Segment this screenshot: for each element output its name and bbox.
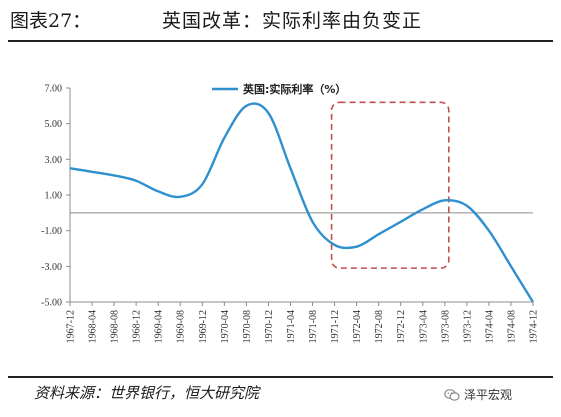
wechat-icon	[444, 388, 460, 401]
x-axis: 1967-12 1968-04 1968-08 1968-12 1969-04 1969-…	[66, 301, 540, 343]
x-tick-label: 1974-08	[506, 310, 517, 343]
source-note: 资料来源：世界银行，恒大研究院	[34, 384, 260, 402]
x-tick-label: 1971-12	[330, 310, 341, 343]
line-chart: 7.005.003.001.00-1.00-3.00-5.00 1967-12 1…	[41, 82, 540, 343]
x-tick-label: 1970-12	[264, 310, 275, 343]
x-tick-label: 1972-08	[374, 310, 385, 343]
header-divider	[8, 40, 553, 42]
legend: 英国:实际利率（%）	[212, 82, 346, 96]
y-tick-label: 5.00	[45, 119, 63, 130]
x-tick-label: 1969-08	[176, 310, 187, 343]
x-tick-label: 1967-12	[66, 310, 77, 343]
x-tick-label: 1970-08	[242, 310, 253, 343]
y-tick-label: 3.00	[45, 155, 63, 166]
footer-divider	[8, 376, 553, 378]
series-line	[69, 102, 535, 303]
x-tick-label: 1971-08	[308, 310, 319, 343]
y-tick-label: -3.00	[41, 262, 62, 273]
y-axis: 7.00 5.00 3.00 1.00 -1.00 -3.00 -5.00	[41, 84, 71, 309]
x-tick-label: 1974-04	[484, 310, 495, 343]
header: 图表27： 英国改革：实际利率由负变正	[0, 0, 561, 46]
x-tick-label: 1969-12	[198, 310, 209, 343]
x-tick-label: 1969-04	[154, 310, 165, 343]
y-tick-label: -5.00	[41, 298, 62, 309]
x-tick-label: 1971-04	[286, 310, 297, 343]
y-tick-label: -1.00	[41, 226, 62, 237]
y-tick-label: 7.00	[45, 84, 63, 95]
x-tick-label: 1970-04	[220, 310, 231, 343]
x-tick-label: 1973-04	[418, 310, 429, 343]
x-tick-label: 1974-12	[529, 310, 540, 343]
x-tick-label: 1968-04	[88, 310, 99, 343]
y-tick-label: 1.00	[45, 191, 63, 202]
figure-label: 图表27：	[10, 10, 92, 32]
x-tick-label: 1973-12	[462, 310, 473, 343]
x-tick-label: 1968-12	[132, 310, 143, 343]
watermark-text: 泽平宏观	[464, 388, 513, 402]
x-tick-label: 1973-08	[440, 310, 451, 343]
x-tick-label: 1972-04	[352, 310, 363, 343]
highlight-box	[330, 101, 450, 269]
figure-title: 英国改革：实际利率由负变正	[162, 10, 423, 32]
x-tick-label: 1968-08	[110, 310, 121, 343]
watermark: 泽平宏观	[444, 386, 512, 403]
x-tick-label: 1972-12	[396, 310, 407, 343]
legend-label: 英国:实际利率（%）	[242, 82, 346, 96]
